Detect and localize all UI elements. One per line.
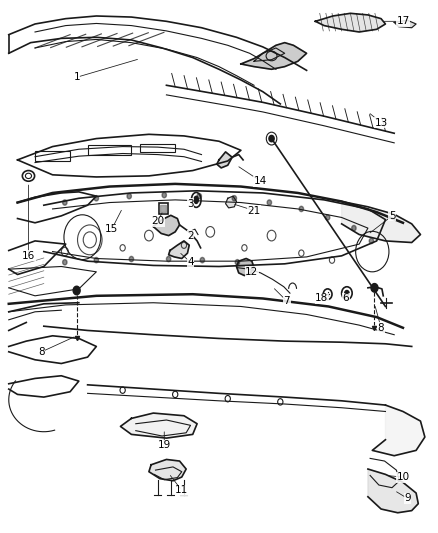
- Polygon shape: [153, 215, 180, 236]
- Text: 9: 9: [404, 494, 411, 503]
- Polygon shape: [217, 152, 232, 168]
- Text: 11: 11: [175, 486, 188, 495]
- Circle shape: [299, 206, 304, 212]
- Circle shape: [94, 196, 99, 201]
- Text: 15: 15: [105, 224, 118, 234]
- Bar: [88, 145, 131, 155]
- Circle shape: [197, 193, 201, 199]
- Circle shape: [267, 200, 272, 205]
- Bar: [35, 151, 70, 161]
- Circle shape: [369, 238, 374, 244]
- Circle shape: [63, 200, 67, 205]
- Bar: [160, 205, 166, 212]
- Polygon shape: [241, 43, 307, 69]
- Bar: [159, 203, 168, 214]
- Circle shape: [325, 215, 330, 220]
- Text: 17: 17: [396, 17, 410, 26]
- Circle shape: [200, 257, 205, 263]
- Text: 20: 20: [151, 216, 164, 226]
- Polygon shape: [226, 196, 237, 208]
- Text: 6: 6: [343, 294, 350, 303]
- Text: 7: 7: [283, 296, 290, 306]
- Polygon shape: [342, 201, 420, 243]
- Circle shape: [352, 225, 356, 231]
- Text: 18: 18: [315, 294, 328, 303]
- Text: 21: 21: [247, 206, 261, 215]
- Text: 13: 13: [374, 118, 388, 127]
- Circle shape: [235, 260, 240, 265]
- Polygon shape: [149, 459, 186, 481]
- Polygon shape: [120, 413, 197, 438]
- Polygon shape: [394, 20, 416, 28]
- Circle shape: [73, 286, 80, 295]
- Text: 19: 19: [158, 440, 171, 450]
- Text: 14: 14: [254, 176, 267, 186]
- Text: 12: 12: [245, 267, 258, 277]
- Circle shape: [129, 256, 134, 262]
- Circle shape: [269, 135, 274, 142]
- Circle shape: [166, 256, 171, 262]
- Circle shape: [345, 290, 349, 296]
- Text: 16: 16: [22, 251, 35, 261]
- Bar: [140, 144, 175, 152]
- Circle shape: [127, 193, 131, 199]
- Polygon shape: [372, 405, 425, 456]
- Text: 8: 8: [38, 347, 45, 357]
- Polygon shape: [169, 241, 189, 259]
- Text: 3: 3: [187, 199, 194, 208]
- Polygon shape: [315, 13, 385, 32]
- Text: 10: 10: [396, 472, 410, 482]
- Circle shape: [232, 196, 237, 201]
- Polygon shape: [368, 469, 418, 513]
- Text: 2: 2: [187, 231, 194, 240]
- Text: 5: 5: [389, 211, 396, 221]
- Circle shape: [162, 192, 166, 198]
- Ellipse shape: [194, 196, 198, 204]
- Polygon shape: [237, 259, 254, 276]
- Text: 1: 1: [73, 72, 80, 82]
- Circle shape: [371, 284, 378, 292]
- Text: 4: 4: [187, 257, 194, 267]
- Text: 8: 8: [378, 323, 385, 333]
- Circle shape: [94, 257, 99, 263]
- Circle shape: [63, 260, 67, 265]
